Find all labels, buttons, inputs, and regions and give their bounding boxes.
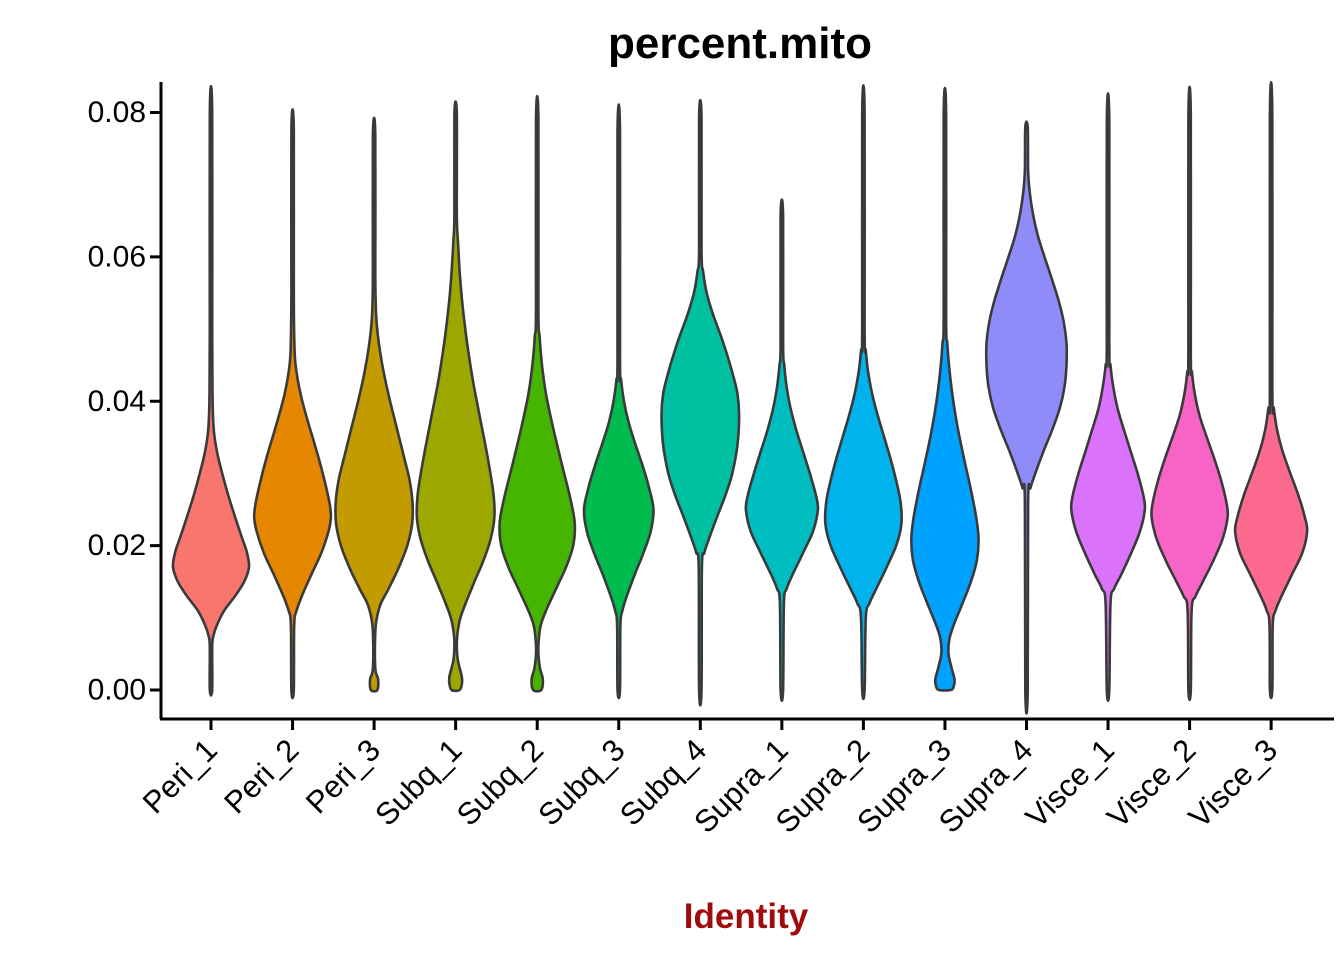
x-tick-label-Visce_3: Visce_3 — [1182, 732, 1284, 834]
violin-Peri_2 — [252, 108, 333, 700]
violin-Visce_3 — [1233, 80, 1309, 700]
x-tick-label-Subq_3: Subq_3 — [531, 732, 631, 832]
y-tick-label: 0.06 — [88, 240, 146, 273]
x-tick-label-Subq_2: Subq_2 — [450, 732, 550, 832]
x-tick-label-Peri_2: Peri_2 — [217, 732, 305, 820]
chart-title: percent.mito — [608, 19, 872, 68]
x-tick-label-Visce_2: Visce_2 — [1100, 732, 1202, 834]
violin-Supra_1 — [744, 198, 820, 703]
x-tick-label-Visce_1: Visce_1 — [1019, 732, 1121, 834]
violin-Supra_2 — [823, 84, 903, 701]
violin-Visce_1 — [1069, 92, 1147, 703]
y-tick-label: 0.02 — [88, 529, 146, 562]
y-tick-label: 0.04 — [88, 385, 146, 418]
violin-Peri_1 — [171, 85, 251, 697]
x-axis-title: Identity — [684, 897, 809, 936]
y-tick-label: 0.08 — [88, 96, 146, 129]
x-tick-label-Subq_1: Subq_1 — [368, 732, 468, 832]
violin-Visce_2 — [1150, 85, 1230, 702]
violin-Subq_3 — [582, 103, 655, 700]
violin-Supra_3 — [909, 87, 980, 692]
violin-Subq_2 — [498, 95, 577, 693]
x-tick-label-Peri_1: Peri_1 — [136, 732, 224, 820]
violin-Subq_1 — [415, 100, 496, 693]
violins-group — [171, 80, 1309, 715]
violin-Peri_3 — [334, 116, 415, 693]
y-tick-label: 0.00 — [88, 674, 146, 707]
violin-Subq_4 — [660, 98, 741, 707]
violin-Supra_4 — [984, 120, 1069, 715]
